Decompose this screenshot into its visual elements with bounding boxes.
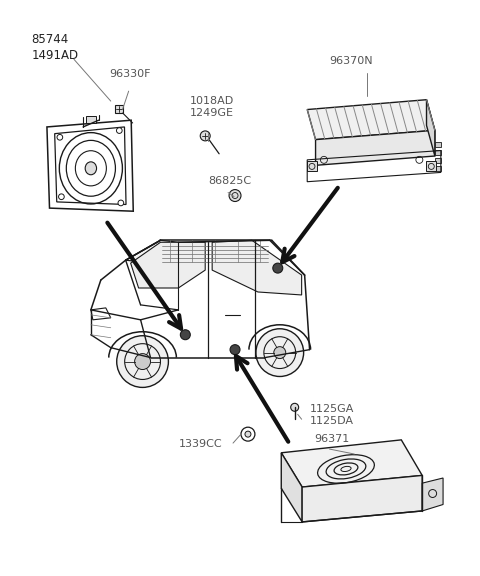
Circle shape xyxy=(245,431,251,437)
FancyBboxPatch shape xyxy=(435,150,441,156)
Polygon shape xyxy=(281,440,422,487)
FancyBboxPatch shape xyxy=(435,142,441,147)
Text: 1125GA
1125DA: 1125GA 1125DA xyxy=(310,404,354,426)
FancyBboxPatch shape xyxy=(86,116,96,123)
Circle shape xyxy=(273,263,283,273)
FancyBboxPatch shape xyxy=(435,166,441,171)
Circle shape xyxy=(256,329,304,377)
Circle shape xyxy=(230,344,240,355)
Text: 96370N: 96370N xyxy=(329,56,373,66)
Polygon shape xyxy=(307,161,317,170)
Circle shape xyxy=(57,134,63,140)
Polygon shape xyxy=(307,100,435,139)
FancyBboxPatch shape xyxy=(435,158,441,163)
Polygon shape xyxy=(212,240,301,295)
Polygon shape xyxy=(427,100,435,156)
Text: 1339CC: 1339CC xyxy=(179,439,222,449)
Circle shape xyxy=(117,128,122,134)
Polygon shape xyxy=(126,240,179,262)
Circle shape xyxy=(274,347,286,359)
Polygon shape xyxy=(422,478,443,511)
Circle shape xyxy=(200,131,210,141)
Circle shape xyxy=(291,403,299,411)
Circle shape xyxy=(180,329,190,340)
Circle shape xyxy=(117,336,168,388)
Circle shape xyxy=(59,194,64,199)
Polygon shape xyxy=(315,130,435,165)
Text: 85744
1491AD: 85744 1491AD xyxy=(31,33,78,62)
Circle shape xyxy=(229,190,241,202)
Polygon shape xyxy=(426,161,436,170)
Polygon shape xyxy=(281,453,302,522)
FancyBboxPatch shape xyxy=(115,105,123,113)
Text: 1018AD
1249GE: 1018AD 1249GE xyxy=(190,96,235,118)
Text: 96371: 96371 xyxy=(314,434,350,444)
Polygon shape xyxy=(302,475,422,522)
Polygon shape xyxy=(131,242,205,288)
Text: 86825C: 86825C xyxy=(208,176,252,185)
Circle shape xyxy=(118,200,124,206)
Ellipse shape xyxy=(85,162,96,175)
Text: 96330F: 96330F xyxy=(109,69,150,79)
Circle shape xyxy=(134,354,151,370)
